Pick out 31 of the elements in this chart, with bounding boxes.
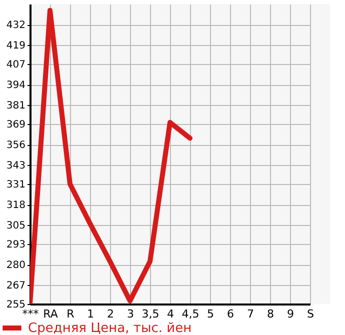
x-tick-label: 3,5 — [142, 308, 160, 320]
y-tick-label: 280 — [6, 260, 26, 272]
x-tick-label: *** — [22, 308, 40, 320]
y-tick-label: 343 — [6, 160, 26, 172]
y-tick-label: 305 — [6, 220, 26, 232]
legend-label: Средняя Цена, тыс. йен — [28, 321, 192, 335]
x-tick-label: 7 — [247, 308, 254, 320]
y-tick-label: 293 — [6, 240, 26, 250]
x-tick-label: 2 — [107, 308, 114, 320]
x-tick-label: 5 — [207, 308, 214, 320]
x-tick-label: 4 — [167, 308, 174, 320]
y-tick-label: 356 — [6, 140, 26, 152]
x-tick-label: 1 — [87, 308, 94, 320]
y-tick-label: 381 — [6, 100, 26, 112]
y-tick-label: 255 — [6, 300, 26, 310]
y-tick-label: 419 — [6, 40, 26, 52]
x-tick-label: 3 — [127, 308, 134, 320]
y-tick-label: 369 — [6, 120, 26, 130]
x-tick-label: 4,5 — [182, 308, 200, 320]
x-tick-label: 9 — [287, 308, 294, 320]
x-tick-label: S — [307, 308, 314, 320]
y-tick-label: 267 — [6, 280, 26, 292]
y-tick-label: 318 — [6, 200, 26, 212]
x-tick-label: R — [66, 308, 75, 320]
x-tick-label: RA — [43, 308, 58, 320]
y-tick-label: 331 — [6, 180, 26, 190]
y-tick-label: 432 — [6, 20, 26, 32]
x-tick-label: 8 — [267, 308, 274, 320]
y-tick-label: 407 — [6, 60, 26, 70]
y-tick-label: 394 — [6, 80, 26, 92]
x-tick-label: 6 — [227, 308, 234, 320]
